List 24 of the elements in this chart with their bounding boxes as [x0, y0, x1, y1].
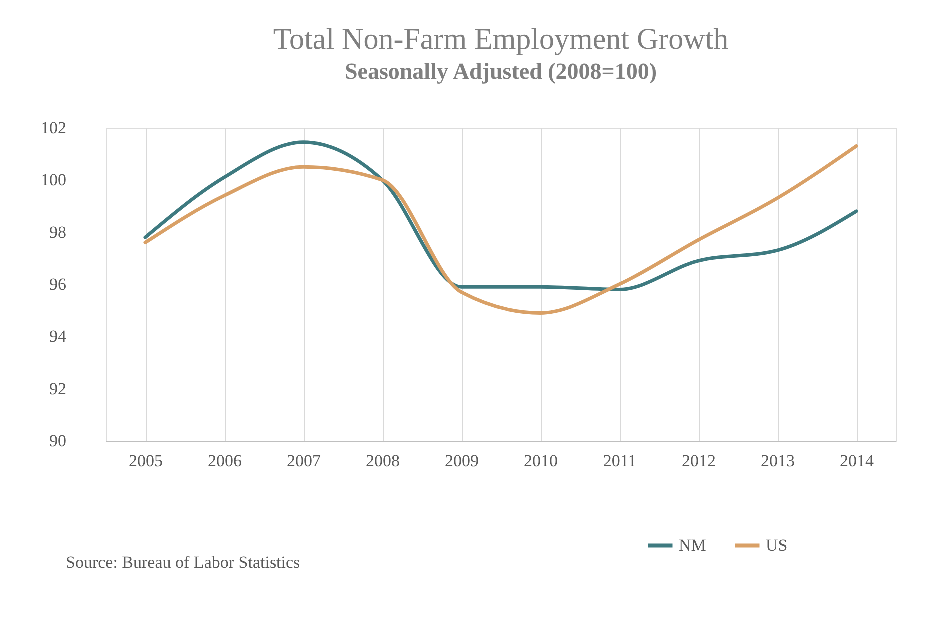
- x-tick-label: 2005: [129, 452, 163, 470]
- x-tick-label: 2008: [366, 452, 400, 470]
- y-tick-label: 92: [50, 379, 66, 398]
- line-series: [144, 140, 858, 292]
- y-tick-label: 100: [41, 170, 66, 190]
- y-tick-label: 90: [50, 432, 66, 450]
- chart-subtitle: Seasonally Adjusted (2008=100): [344, 59, 658, 84]
- line-series: [144, 144, 858, 315]
- chart-title: Total Non-Farm Employment Growth: [273, 23, 729, 56]
- y-tick-label: 102: [41, 118, 66, 138]
- x-tick-label: 2006: [208, 452, 242, 470]
- y-tick-label: 94: [50, 327, 67, 346]
- x-tick-label: 2012: [682, 452, 716, 470]
- legend-label: NM: [679, 536, 706, 555]
- y-tick-label: 96: [50, 275, 66, 294]
- x-tick-label: 2013: [761, 452, 795, 470]
- y-tick-label: 98: [50, 222, 66, 242]
- x-tick-label: 2014: [840, 452, 874, 470]
- x-tick-label: 2007: [287, 452, 322, 470]
- x-tick-label: 2011: [603, 452, 637, 470]
- legend-label: US: [766, 536, 788, 555]
- x-tick-label: 2010: [524, 452, 558, 470]
- source-note: Source: Bureau of Labor Statistics: [66, 553, 300, 572]
- x-tick-label: 2009: [445, 452, 479, 470]
